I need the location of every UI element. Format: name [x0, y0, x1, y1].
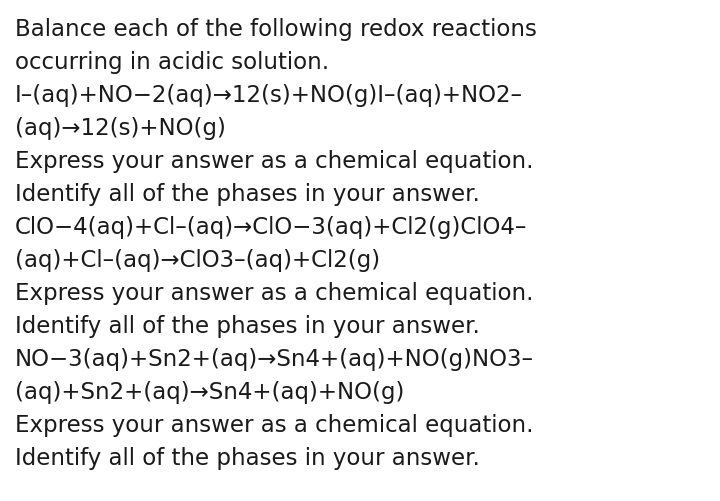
Text: (aq)+Sn2+(aq)→Sn4+(aq)+NO(g): (aq)+Sn2+(aq)→Sn4+(aq)+NO(g) [15, 380, 405, 403]
Text: ClO−4(aq)+Cl–(aq)→ClO−3(aq)+Cl2(g)ClO4–: ClO−4(aq)+Cl–(aq)→ClO−3(aq)+Cl2(g)ClO4– [15, 215, 527, 238]
Text: Express your answer as a chemical equation.: Express your answer as a chemical equati… [15, 413, 534, 436]
Text: Express your answer as a chemical equation.: Express your answer as a chemical equati… [15, 150, 534, 173]
Text: Identify all of the phases in your answer.: Identify all of the phases in your answe… [15, 446, 480, 469]
Text: Identify all of the phases in your answer.: Identify all of the phases in your answe… [15, 183, 480, 205]
Text: Identify all of the phases in your answer.: Identify all of the phases in your answe… [15, 314, 480, 337]
Text: (aq)+Cl–(aq)→ClO3–(aq)+Cl2(g): (aq)+Cl–(aq)→ClO3–(aq)+Cl2(g) [15, 248, 380, 272]
Text: Express your answer as a chemical equation.: Express your answer as a chemical equati… [15, 282, 534, 305]
Text: Balance each of the following redox reactions: Balance each of the following redox reac… [15, 18, 537, 41]
Text: occurring in acidic solution.: occurring in acidic solution. [15, 51, 329, 74]
Text: I–(aq)+NO−2(aq)→12(s)+NO(g)I–(aq)+NO2–: I–(aq)+NO−2(aq)→12(s)+NO(g)I–(aq)+NO2– [15, 84, 523, 107]
Text: (aq)→12(s)+NO(g): (aq)→12(s)+NO(g) [15, 117, 226, 140]
Text: NO−3(aq)+Sn2+(aq)→Sn4+(aq)+NO(g)NO3–: NO−3(aq)+Sn2+(aq)→Sn4+(aq)+NO(g)NO3– [15, 347, 534, 370]
